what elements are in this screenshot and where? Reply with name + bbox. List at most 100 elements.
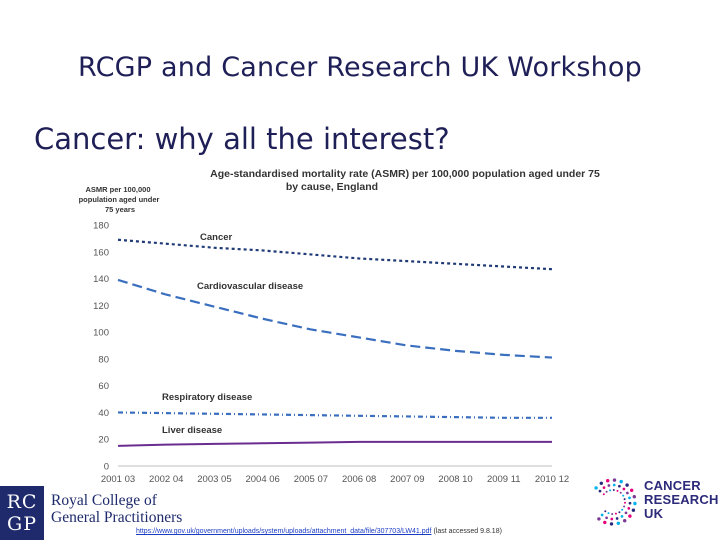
cruk-dot (600, 513, 604, 517)
cruk-dot (625, 483, 629, 487)
cruk-dot (618, 511, 621, 514)
cruk-dot (633, 501, 637, 506)
cruk-logo: CANCER RESEARCH UK (585, 472, 720, 532)
rcgp-badge: RC GP (0, 486, 44, 540)
x-tick-label: 2009 11 (487, 474, 521, 485)
y-tick-label: 120 (93, 301, 109, 312)
y-label-line: 75 years (105, 205, 135, 214)
cruk-dot (610, 517, 614, 521)
cruk-line-1: CANCER (644, 478, 701, 493)
cruk-dot (605, 478, 610, 483)
series-label: Cancer (200, 232, 233, 243)
x-tick-label: 2006 08 (342, 474, 376, 485)
cruk-dot (622, 487, 626, 491)
cruk-dot (612, 489, 615, 491)
cruk-dot (594, 486, 598, 490)
cruk-dot (598, 489, 602, 493)
series-line (117, 440, 552, 447)
cruk-dot (618, 484, 621, 488)
series-line (117, 278, 553, 359)
y-label-line: population aged under (79, 195, 160, 204)
x-tick-label: 2005 07 (294, 474, 328, 485)
series-label: Respiratory disease (162, 392, 252, 403)
x-tick-label: 2008 10 (438, 474, 472, 485)
cruk-dot (628, 514, 632, 518)
cruk-dot (611, 513, 614, 515)
cruk-dot (628, 496, 631, 500)
cruk-line-2: RESEARCH (644, 492, 719, 507)
cruk-dot (626, 491, 629, 495)
cruk-dot (623, 505, 626, 508)
series-lines (117, 238, 553, 447)
series-label: Liver disease (162, 425, 222, 436)
cruk-dot (632, 494, 637, 499)
cruk-dotted-c-icon (594, 478, 637, 526)
cruk-dot (621, 508, 624, 511)
access-note: (last accessed 9.8.18) (433, 528, 502, 535)
chart-title-line-1: Age-standardised mortality rate (ASMR) p… (210, 168, 600, 180)
cruk-dot (619, 479, 623, 484)
cruk-dot (609, 489, 612, 492)
rcgp-name: Royal College of General Practitioners (51, 492, 182, 526)
cruk-dot (614, 512, 617, 515)
chart-title-line-2: by cause, England (286, 181, 378, 193)
cruk-dot (612, 478, 617, 482)
cruk-dot (612, 483, 616, 487)
rcgp-name-line-1: Royal College of (51, 492, 157, 509)
cruk-dot (607, 512, 610, 515)
series-label: Cardiovascular disease (197, 281, 303, 292)
cruk-dot (629, 488, 634, 493)
source-footnote: https://www.gov.uk/government/uploads/sy… (136, 528, 502, 535)
y-tick-label: 140 (93, 274, 109, 285)
y-tick-label: 40 (98, 408, 109, 419)
series-line (117, 238, 553, 271)
cruk-dot (605, 516, 608, 520)
cruk-dot (622, 518, 627, 523)
source-link[interactable]: https://www.gov.uk/government/uploads/sy… (136, 528, 432, 535)
y-tick-label: 20 (98, 435, 109, 446)
cruk-wordmark: CANCER RESEARCH UK (644, 479, 719, 521)
cruk-dot (599, 481, 604, 486)
cruk-dot (616, 489, 619, 492)
cruk-dot (622, 494, 625, 497)
cruk-dot (627, 507, 631, 510)
cruk-dot (597, 517, 601, 521)
cruk-line-3: UK (644, 506, 664, 521)
cruk-dot (602, 493, 605, 496)
slide-title: RCGP and Cancer Research UK Workshop (78, 52, 642, 83)
x-tick-labels: 2001 03 2002 04 2003 05 2004 06 2005 07 2006 … (101, 474, 569, 485)
cruk-dot (602, 486, 606, 489)
cruk-dot (620, 515, 624, 518)
cruk-dot (615, 517, 619, 520)
y-label-line: ASMR per 100,000 (85, 185, 150, 194)
y-tick-label: 80 (98, 354, 109, 365)
y-tick-label: 160 (93, 247, 109, 258)
y-tick-labels: 0 20 40 60 80 100 120 140 160 180 (93, 221, 552, 473)
slide-subtitle: Cancer: why all the interest? (34, 122, 450, 156)
series-labels: Cancer Cardiovascular disease Respiratory … (162, 232, 303, 436)
y-tick-label: 60 (98, 381, 109, 392)
x-tick-label: 2003 05 (197, 474, 231, 485)
x-tick-label: 2002 04 (149, 474, 183, 485)
cruk-dot (619, 491, 622, 494)
rcgp-name-line-2: General Practitioners (51, 509, 183, 526)
cruk-dot (609, 522, 614, 526)
x-tick-label: 2010 12 (535, 474, 569, 485)
cruk-dot (604, 510, 607, 513)
cruk-dot (607, 484, 611, 487)
cruk-dot (605, 490, 608, 493)
y-tick-label: 0 (104, 462, 109, 473)
x-tick-label: 2004 06 (245, 474, 279, 485)
cruk-dot (616, 521, 621, 526)
rcgp-badge-bottom: GP (7, 513, 37, 535)
x-tick-label: 2001 03 (101, 474, 135, 485)
rcgp-badge-top: RC (6, 491, 38, 513)
y-tick-label: 100 (93, 328, 109, 339)
cruk-dot (631, 508, 636, 512)
y-tick-label: 180 (93, 221, 109, 232)
x-tick-label: 2007 09 (390, 474, 424, 485)
series-line (117, 411, 552, 419)
cruk-dot (628, 501, 632, 505)
